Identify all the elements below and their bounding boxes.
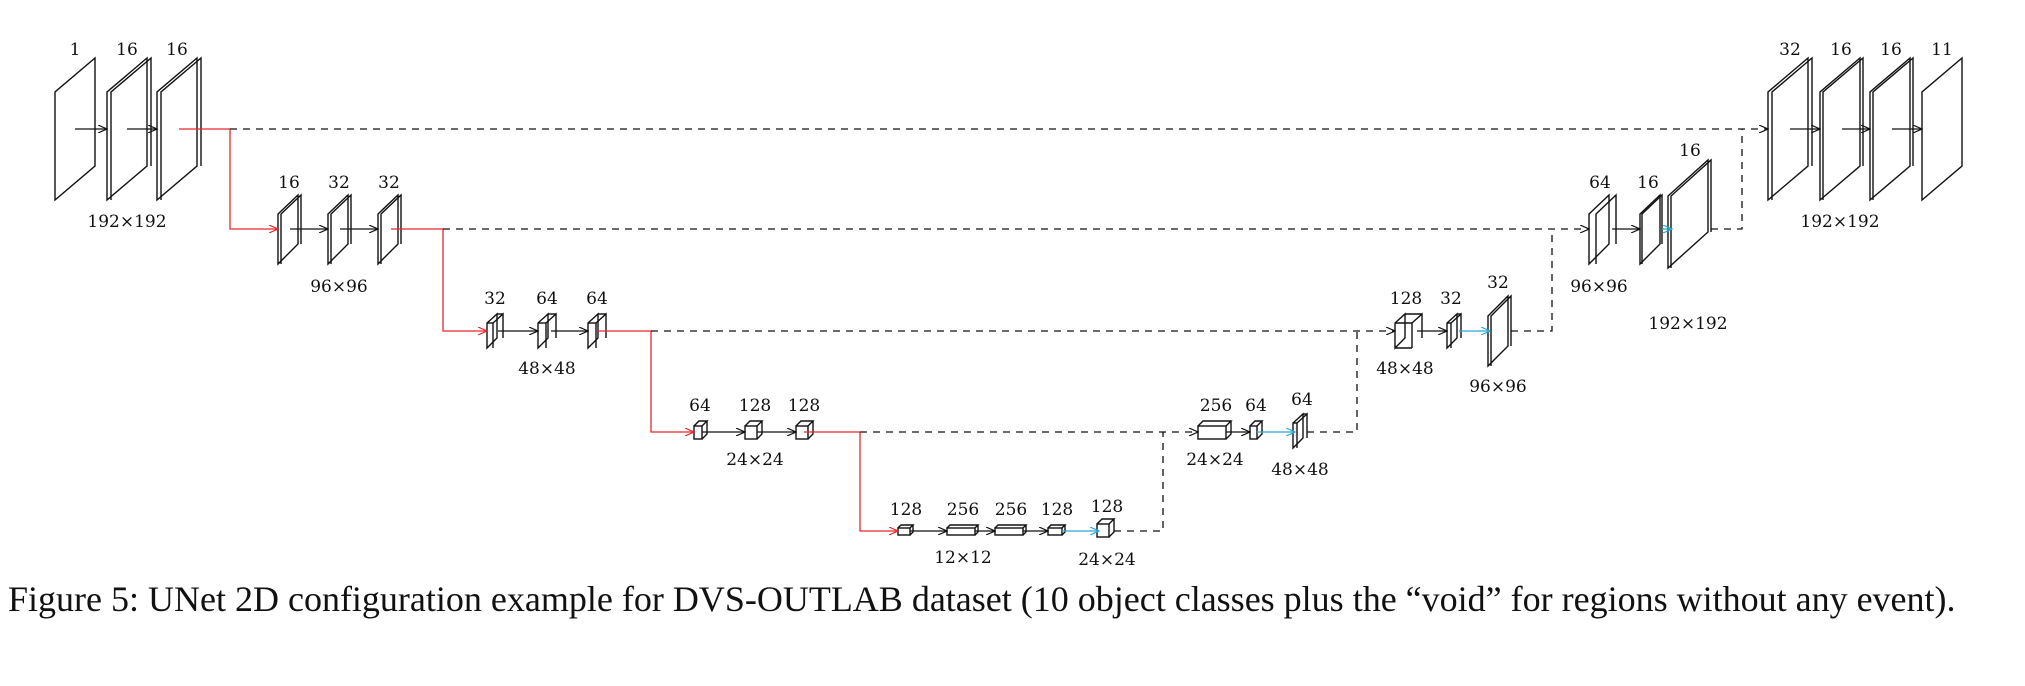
l1-dec-block-4: [1921, 56, 1963, 202]
l2-enc-ch-3: 32: [378, 173, 400, 193]
unet-diagram: 1 16 16 192×192 16 32 32 96×96 32 64 64 …: [54, 40, 1963, 570]
l4-dec-ch-2: 64: [1245, 396, 1267, 416]
l3-enc-block-3: [587, 312, 607, 350]
l5-upsample-size: 24×24: [1078, 550, 1136, 570]
l4-enc-size: 24×24: [726, 450, 784, 470]
l2-upsample-size: 192×192: [1648, 314, 1727, 334]
l1-dec-ch-4: 11: [1931, 40, 1953, 60]
l1-enc-ch-1: 1: [70, 40, 81, 60]
l4-dec-block-1: [1197, 420, 1233, 440]
l1-enc-block-1: [54, 56, 96, 202]
l4-enc-block-3: [795, 420, 815, 440]
l1-dec-ch-3: 16: [1880, 40, 1902, 60]
l2-dec-ch-2: 16: [1637, 173, 1659, 193]
l3-dec-size: 48×48: [1376, 359, 1434, 379]
l3-enc-size: 48×48: [518, 359, 576, 379]
l4-upsample-ch: 64: [1291, 390, 1313, 410]
l1-dec-ch-1: 32: [1779, 40, 1801, 60]
l4-dec-block-2: [1249, 420, 1264, 440]
l3-enc-ch-1: 32: [484, 289, 506, 309]
l4-dec-ch-1: 256: [1200, 396, 1232, 416]
l1-enc-ch-3: 16: [166, 40, 188, 60]
l4-upsample-size: 48×48: [1271, 460, 1329, 480]
l3-enc-ch-3: 64: [586, 289, 608, 309]
skip-connections: [230, 129, 1768, 532]
l5-bottleneck-ch-3: 256: [995, 500, 1027, 520]
l3-enc-ch-2: 64: [536, 289, 558, 309]
l3-upsample-block: [1487, 294, 1512, 368]
figure-caption: Figure 5: UNet 2D configuration example …: [8, 579, 1956, 619]
l2-dec-block-2: [1639, 193, 1663, 266]
l5-bottleneck-block-1: [897, 524, 915, 536]
l5-bottleneck-ch-4: 128: [1041, 500, 1073, 520]
l4-dec-size: 24×24: [1186, 450, 1244, 470]
l2-enc-ch-1: 16: [278, 173, 300, 193]
l5-upsample-block: [1096, 518, 1116, 538]
l1-enc-size: 192×192: [87, 212, 166, 232]
l2-dec-ch-1: 64: [1589, 173, 1611, 193]
l4-upsample-block: [1292, 412, 1308, 450]
l5-bottleneck-size: 12×12: [934, 548, 992, 568]
upsample-arrows: [1062, 229, 1672, 531]
l4-enc-ch-2: 128: [739, 396, 771, 416]
l2-enc-size: 96×96: [310, 277, 368, 297]
l1-dec-ch-2: 16: [1830, 40, 1852, 60]
l3-dec-ch-1: 128: [1390, 289, 1422, 309]
l3-upsample-ch: 32: [1487, 273, 1509, 293]
l5-bottleneck-block-3: [994, 524, 1028, 536]
l3-dec-block-1: [1394, 312, 1423, 350]
l1-dec-size: 192×192: [1800, 212, 1879, 232]
l4-enc-ch-3: 128: [788, 396, 820, 416]
l2-dec-block-1: [1588, 193, 1617, 266]
l2-enc-ch-2: 32: [328, 173, 350, 193]
l5-bottleneck-block-2: [946, 524, 980, 536]
downsample-arrows: [179, 128, 898, 531]
l1-enc-ch-2: 16: [116, 40, 138, 60]
l3-dec-ch-2: 32: [1440, 289, 1462, 309]
l3-upsample-size: 96×96: [1469, 377, 1527, 397]
l5-bottleneck-ch-1: 128: [890, 500, 922, 520]
l2-dec-size: 96×96: [1570, 277, 1628, 297]
l5-bottleneck-ch-2: 256: [947, 500, 979, 520]
l2-upsample-block: [1667, 158, 1712, 270]
l4-enc-block-1: [693, 420, 709, 440]
conv-arrows: [75, 129, 1922, 531]
l5-bottleneck-block-4: [1047, 524, 1067, 536]
l4-enc-ch-1: 64: [689, 396, 711, 416]
l2-upsample-ch: 16: [1679, 141, 1701, 161]
l5-upsample-ch: 128: [1091, 497, 1123, 517]
l4-enc-block-2: [744, 420, 764, 440]
l3-dec-block-2: [1446, 312, 1462, 350]
